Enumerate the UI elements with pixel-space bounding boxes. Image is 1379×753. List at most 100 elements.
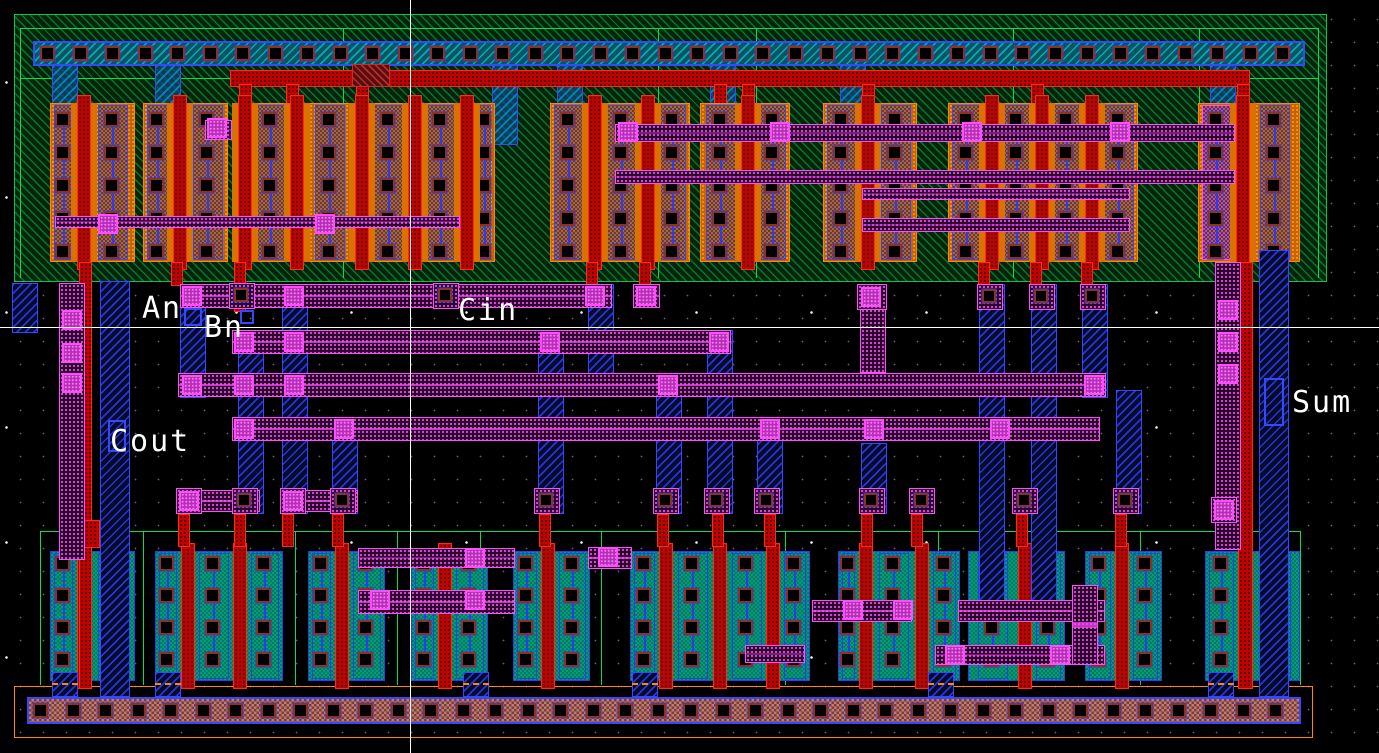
poly-contact: [1118, 493, 1132, 507]
vdd-rail-contact: [820, 46, 835, 61]
poly-gate: [766, 543, 780, 689]
gnd-rail-contact: [196, 703, 211, 718]
diffusion-contact: [1266, 145, 1281, 160]
poly-gate: [233, 543, 247, 689]
diffusion-contact: [159, 588, 174, 603]
poly-contact: [982, 289, 996, 303]
gnd-rail-contact: [1138, 703, 1153, 718]
vdd-rail-contact: [495, 46, 510, 61]
diffusion-contact: [1213, 588, 1228, 603]
diffusion-contact: [104, 145, 119, 160]
diffusion-contact: [321, 112, 336, 127]
diffusion-contact: [1266, 178, 1281, 193]
vdd-rail-contact: [203, 46, 218, 61]
diffusion-contact: [885, 620, 900, 635]
metal1-stem: [167, 562, 169, 662]
diffusion-contact: [636, 620, 651, 635]
substrate-tap-mark: [463, 683, 489, 685]
gnd-rail-contact: [261, 703, 276, 718]
diffusion-contact: [199, 178, 214, 193]
gnd-rail-contact: [456, 703, 471, 718]
gnd-rail-contact: [1203, 703, 1218, 718]
gnd-rail-contact: [1236, 703, 1251, 718]
via: [62, 310, 82, 330]
gnd-rail-contact: [228, 703, 243, 718]
port-box-cout[interactable]: [108, 420, 126, 452]
gnd-rail-contact: [683, 703, 698, 718]
vdd-rail-contact: [268, 46, 283, 61]
poly-contact: [1017, 493, 1031, 507]
poly-contact-box: [1080, 284, 1106, 310]
vdd-rail-contact: [463, 46, 478, 61]
diffusion-contact: [313, 620, 328, 635]
gnd-rail-contact: [1041, 703, 1056, 718]
poly-drop: [1030, 262, 1042, 286]
vdd-rail-contact: [528, 46, 543, 61]
port-box-sum[interactable]: [1264, 378, 1284, 426]
port-box-an[interactable]: [184, 308, 202, 326]
via: [234, 419, 254, 439]
diffusion-contact: [560, 112, 575, 127]
metal2-trace: [615, 170, 1235, 184]
poly-contact: [438, 288, 452, 302]
via: [1050, 645, 1070, 665]
gnd-rail-contact: [878, 703, 893, 718]
diffusion-contact: [684, 652, 699, 667]
diffusion-contact: [518, 588, 533, 603]
via: [1218, 364, 1238, 384]
diffusion-contact: [104, 112, 119, 127]
metal1-stem: [264, 562, 266, 662]
port-box-bn[interactable]: [240, 310, 254, 324]
diffusion-contact: [684, 620, 699, 635]
gnd-rail-contact: [781, 703, 796, 718]
via: [658, 375, 678, 395]
diffusion-contact: [1008, 244, 1023, 259]
diffusion-contact: [684, 556, 699, 571]
gnd-rail-contact: [716, 703, 731, 718]
crosshair-vertical: [410, 0, 411, 753]
metal2-trace: [55, 216, 460, 228]
diffusion-contact: [518, 556, 533, 571]
diffusion-contact: [1208, 244, 1223, 259]
diffusion-contact: [1110, 244, 1125, 259]
diffusion-contact: [560, 244, 575, 259]
diffusion-contact: [262, 112, 277, 127]
via: [370, 590, 390, 610]
poly-stub: [712, 514, 724, 547]
label-cin: Cin: [458, 293, 519, 328]
via: [234, 332, 254, 352]
gate-flank: [349, 103, 355, 262]
gnd-rail-contact: [748, 703, 763, 718]
diffusion-contact: [738, 588, 753, 603]
poly-gate: [541, 543, 555, 689]
gnd-rail-contact: [391, 703, 406, 718]
vdd-rail-contact: [690, 46, 705, 61]
via: [182, 375, 202, 395]
poly-drop: [1081, 262, 1093, 286]
via: [62, 343, 82, 363]
diffusion-contact: [321, 145, 336, 160]
metal1-stem: [213, 562, 215, 662]
diffusion-contact: [256, 620, 271, 635]
cell-outline: [143, 531, 144, 685]
via: [234, 375, 254, 395]
poly-contact: [658, 493, 672, 507]
vdd-rail-contact: [300, 46, 315, 61]
diffusion-contact: [833, 145, 848, 160]
diffusion-contact: [149, 244, 164, 259]
gnd-rail-contact: [1171, 703, 1186, 718]
diffusion-contact: [1266, 112, 1281, 127]
metal2-trace: [958, 600, 1105, 622]
poly-gate: [1236, 95, 1250, 270]
gnd-rail-contact: [488, 703, 503, 718]
diffusion-contact: [684, 588, 699, 603]
vdd-rail-contact: [658, 46, 673, 61]
gate-flank: [454, 103, 460, 262]
via: [1214, 500, 1234, 520]
diffusion-contact: [358, 652, 373, 667]
poly-gate: [77, 95, 91, 270]
metal2-bus: [232, 330, 731, 354]
via: [182, 286, 202, 306]
metal2-bus: [178, 373, 1106, 397]
